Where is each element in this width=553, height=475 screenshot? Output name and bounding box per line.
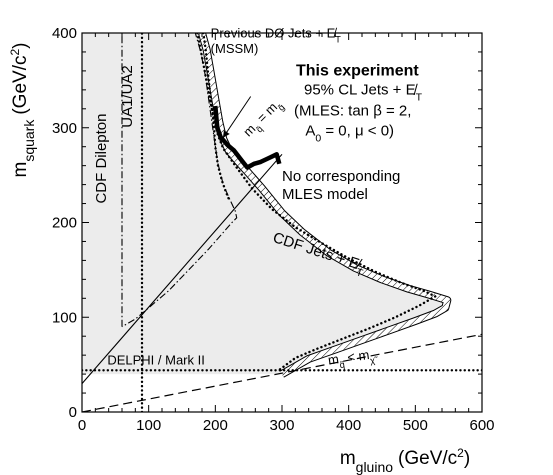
y-tick-label-0: 0	[69, 404, 77, 421]
annotation-a-6: A0 = 0, μ < 0)	[305, 122, 394, 144]
excluded-region	[82, 33, 448, 384]
y-axis-title: msquark(GeV/c2)	[8, 43, 37, 178]
x-tick-label-300: 300	[269, 417, 294, 434]
series-this-experiment-95-cl-jets-e-t-mles	[213, 105, 282, 170]
series-m-q-m-g	[82, 153, 283, 384]
annotation-mles-tan-2-5: (MLES: tan β = 2,	[294, 102, 411, 119]
x-axis-title: mgluino (GeV/c2)	[340, 446, 470, 475]
series-previous-d-jets-e-t-mssm-hatch	[199, 33, 451, 377]
y-tick-label-300: 300	[52, 120, 77, 137]
annotation-arrow-1	[222, 96, 252, 138]
annotation-mles-model-8: MLES model	[282, 186, 368, 203]
series-previous-d-jets-e-t-mssm	[198, 33, 452, 378]
x-tick-label-500: 500	[403, 417, 428, 434]
series-m-q-m	[82, 333, 482, 412]
x-tick-label-200: 200	[203, 417, 228, 434]
annotation-cdf-dilepton-13: CDF Dilepton	[93, 114, 110, 204]
y-tick-label-400: 400	[52, 25, 77, 42]
x-tick-label-0: 0	[78, 417, 86, 434]
annotation-95-cl-jets-e-4: 95% CL Jets + E̸T	[304, 82, 423, 104]
annotation-this-experiment-3: This experiment	[296, 63, 419, 80]
annotation-mssm-2: (MSSM)	[211, 41, 259, 56]
x-tick-label-400: 400	[336, 417, 361, 434]
annotation-no-corresponding-7: No corresponding	[282, 168, 400, 185]
series-ua1-ua2	[121, 33, 238, 328]
y-tick-label-100: 100	[52, 309, 77, 326]
annotation-m-11: mq̃ < mχ̃	[327, 346, 379, 372]
annotation-delphi-mark-ii-10: DELPHI / Mark II	[107, 353, 205, 368]
x-tick-label-600: 600	[469, 417, 494, 434]
annotation-m-12: mq̃ = mg̃	[240, 96, 286, 142]
x-tick-label-100: 100	[136, 417, 161, 434]
series-cdf-jets-e-t	[196, 33, 438, 372]
y-tick-label-200: 200	[52, 215, 77, 232]
annotation-ua1-ua2-14: UA1/UA2	[119, 65, 136, 128]
